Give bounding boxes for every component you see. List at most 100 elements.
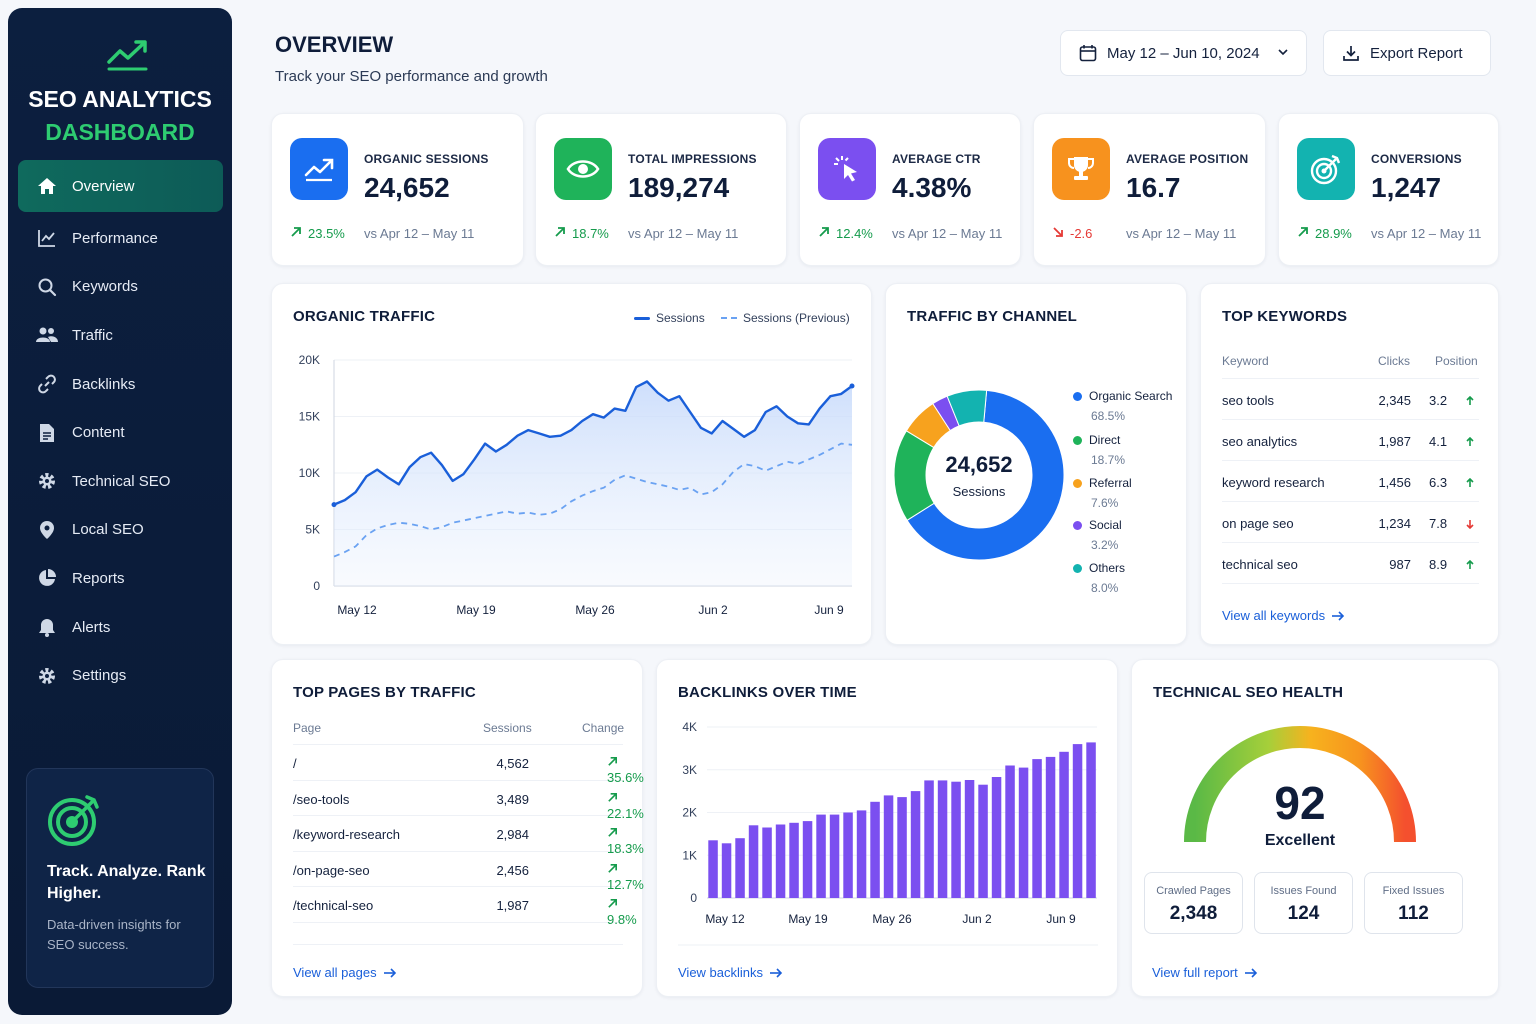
x-tick-label: Jun 9 [814,603,844,617]
legend-social[interactable]: Social 3.2% [1073,518,1122,552]
x-tick-label: May 12 [337,603,377,617]
y-tick-label: 15K [299,410,320,424]
backlinks-bar[interactable] [964,780,975,898]
backlinks-bar[interactable] [843,812,853,899]
sidebar-item-technical-seo[interactable]: Technical SEO [18,457,223,506]
backlinks-bar[interactable] [991,777,1002,898]
backlinks-bar[interactable] [1072,744,1083,898]
sidebar-item-settings[interactable]: Settings [18,651,223,700]
backlinks-bar[interactable] [910,791,921,898]
x-tick-label: May 26 [575,603,615,617]
arrow-up-right-icon [1297,226,1309,241]
table-row[interactable]: keyword research 1,456 6.3 [1222,461,1479,502]
backlinks-bar[interactable] [870,801,880,898]
legend-others[interactable]: Others 8.0% [1073,561,1125,595]
table-row[interactable]: /keyword-research 2,984 18.3% [293,816,644,856]
arrow-up-icon [1465,476,1475,491]
sidebar-item-reports[interactable]: Reports [18,554,223,603]
sidebar-item-alerts[interactable]: Alerts [18,603,223,652]
backlinks-bar[interactable] [775,824,786,899]
backlinks-bar[interactable] [829,814,840,898]
backlinks-bar[interactable] [951,781,961,898]
x-tick-label: Jun 2 [698,603,728,617]
table-row[interactable]: seo analytics 1,987 4.1 [1222,420,1479,461]
arrow-up-icon [1465,394,1475,409]
view-backlinks-link[interactable]: View backlinks [678,965,783,980]
view-all-pages-link[interactable]: View all pages [293,965,397,980]
backlinks-bar[interactable] [856,810,867,898]
legend-percent: 7.6% [1091,496,1119,510]
table-row[interactable]: seo tools 2,345 3.2 [1222,379,1479,420]
sidebar-item-backlinks[interactable]: Backlinks [18,360,223,409]
legend-direct[interactable]: Direct 18.7% [1073,433,1125,467]
backlinks-bar[interactable] [762,827,772,899]
table-row[interactable]: on page seo 1,234 7.8 [1222,502,1479,543]
arrow-up-right-icon [290,226,302,241]
kpi-card-organic-sessions: ORGANIC SESSIONS 24,652 23.5% vs Apr 12 … [271,113,524,266]
sidebar-item-local-seo[interactable]: Local SEO [18,506,223,555]
trophy-icon [1052,138,1110,200]
arrow-up-icon [1465,435,1475,450]
kpi-card-average-ctr: AVERAGE CTR 4.38% 12.4% vs Apr 12 – May … [799,113,1021,266]
backlinks-bar[interactable] [708,840,718,898]
sessions-area [334,381,852,586]
table-row[interactable]: /technical-seo 1,987 9.8% [293,887,637,927]
backlinks-bar[interactable] [924,780,934,898]
organic-traffic-chart: 20K 15K 10K 5K 0 May 12 May 19 May 26 Jun 2 Jun 9 [299,353,855,617]
y-tick-label: 0 [690,891,697,905]
arrow-up-right-icon [608,792,617,802]
table-row[interactable]: / 4,562 35.6% [293,745,644,785]
table-row[interactable]: /on-page-seo 2,456 12.7% [293,852,644,892]
kpi-value: 4.38% [892,172,972,203]
legend-organic-search[interactable]: Organic Search 68.5% [1073,389,1172,423]
backlinks-bar[interactable] [748,825,759,898]
donut-slice-others[interactable] [946,389,988,427]
backlinks-bar[interactable] [937,780,948,898]
sidebar-item-content[interactable]: Content [18,408,223,457]
date-range-picker[interactable]: May 12 – Jun 10, 2024 [1060,30,1307,76]
sidebar-item-keywords[interactable]: Keywords [18,263,223,312]
table-row[interactable]: /seo-tools 3,489 22.1% [293,781,644,821]
change-cell: 9.8% [607,898,637,927]
backlinks-bar[interactable] [1005,765,1015,899]
backlinks-bar[interactable] [802,821,813,899]
kpi-label: ORGANIC SESSIONS [364,152,489,166]
table-row[interactable]: technical seo 987 8.9 [1222,543,1479,584]
kpi-label: AVERAGE POSITION [1126,152,1249,166]
arrow-up-right-icon [554,226,566,241]
kpi-delta-value: 18.7% [572,226,609,241]
sidebar-item-label: Settings [72,667,127,685]
backlinks-bar[interactable] [1032,759,1042,898]
backlinks-bar[interactable] [1059,751,1069,898]
view-full-report-link[interactable]: View full report [1152,965,1258,980]
sidebar-item-traffic[interactable]: Traffic [18,311,223,360]
view-all-keywords-link[interactable]: View all keywords [1222,608,1345,623]
backlinks-bar[interactable] [1018,767,1029,898]
kpi-delta-value: -2.6 [1070,226,1093,241]
sidebar-item-overview[interactable]: Overview [18,160,223,212]
kpi-compare: vs Apr 12 – May 11 [892,226,1003,241]
backlinks-bar[interactable] [816,814,826,898]
backlinks-bar[interactable] [897,797,907,898]
health-rating: Excellent [1264,832,1336,849]
position-cell: 4.1 [1429,434,1448,449]
backlinks-bar[interactable] [1086,742,1096,898]
sidebar-item-performance[interactable]: Performance [18,214,223,263]
kpi-delta: 18.7% [554,226,609,241]
bell-icon [36,616,58,638]
backlinks-bar[interactable] [883,795,894,898]
backlinks-bar[interactable] [735,838,745,898]
backlinks-bar[interactable] [978,784,988,898]
legend-label: Others [1089,561,1126,575]
legend-sessions[interactable]: Sessions [634,311,705,325]
top-keywords-card: TOP KEYWORDS Keyword Clicks Position seo… [1200,283,1499,645]
backlinks-bar[interactable] [721,843,732,898]
legend-sessions-previous[interactable]: Sessions (Previous) [721,311,850,325]
backlinks-bar[interactable] [1045,756,1056,898]
legend-referral[interactable]: Referral 7.6% [1073,476,1132,510]
sidebar-item-label: Keywords [72,278,138,296]
donut-slice-organic-search[interactable] [906,389,1065,561]
keyword-cell: technical seo [1222,557,1298,572]
backlinks-bar[interactable] [789,822,799,898]
export-report-button[interactable]: Export Report [1323,30,1491,76]
